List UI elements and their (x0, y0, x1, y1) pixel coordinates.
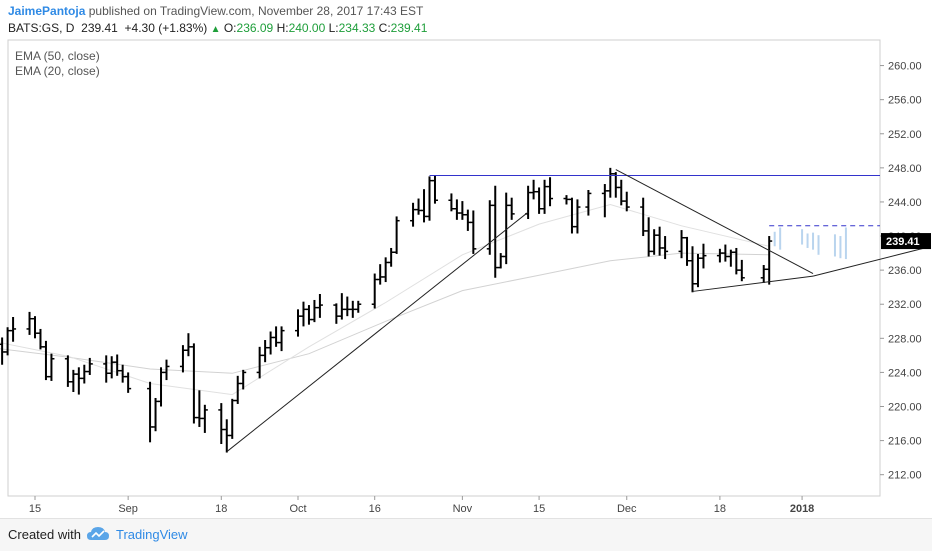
low-value: 234.33 (338, 21, 376, 35)
open-value: 236.09 (236, 21, 274, 35)
y-tick-label: 248.00 (888, 163, 922, 175)
y-tick-label: 224.00 (888, 367, 922, 379)
y-tick-label: 232.00 (888, 299, 922, 311)
y-tick-label: 216.00 (888, 436, 922, 448)
symbol-label: BATS:GS, D (8, 21, 75, 35)
tradingview-brand-link[interactable]: TradingView (116, 527, 188, 542)
tradingview-cloud-icon (87, 527, 109, 540)
author-link[interactable]: JaimePantoja (8, 4, 86, 18)
x-tick-label: Sep (118, 503, 138, 515)
plot-frame (7, 39, 881, 497)
publisher-line: JaimePantoja published on TradingView.co… (8, 4, 423, 18)
x-tick-label: 18 (215, 503, 227, 515)
price-chart[interactable]: 212.00 216.00 220.00 224.00 228.00 232.00 236.… (0, 0, 932, 518)
y-tick-label: 244.00 (888, 197, 922, 209)
y-tick-label: 220.00 (888, 402, 922, 414)
close-value: 239.41 (390, 21, 428, 35)
y-tick-label: 256.00 (888, 95, 922, 107)
x-tick-label: Dec (617, 503, 637, 515)
open-label: O: (223, 21, 237, 35)
last-price: 239.41 (81, 21, 118, 35)
x-tick-label: 18 (714, 503, 726, 515)
resistance-trendline (615, 169, 814, 274)
last-price-label: 239.41 (886, 236, 920, 248)
y-tick-label: 260.00 (888, 61, 922, 73)
low-label: L: (328, 21, 339, 35)
support-trendline (692, 275, 814, 292)
y-tick-label: 228.00 (888, 333, 922, 345)
close-label: C: (378, 21, 391, 35)
high-value: 240.00 (288, 21, 326, 35)
change-value: +4.30 (+1.83%) (124, 21, 208, 35)
y-tick-label: 236.00 (888, 265, 922, 277)
support-trendline (226, 211, 529, 453)
high-label: H: (276, 21, 289, 35)
x-tick-label: Oct (289, 503, 306, 515)
x-tick-label: 16 (369, 503, 381, 515)
x-tick-label: 15 (533, 503, 545, 515)
x-tick-label: Nov (453, 503, 473, 515)
footer-bar: Created with TradingView (0, 518, 932, 551)
created-with-label: Created with (8, 527, 81, 542)
last-price-badge (881, 233, 931, 250)
x-tick-label: 15 (29, 503, 41, 515)
y-tick-label: 252.00 (888, 129, 922, 141)
up-arrow-icon: ▲ (210, 24, 221, 35)
published-text: published on TradingView.com, November 2… (88, 4, 424, 18)
symbol-quote-line: BATS:GS, D 239.41 +4.30 (+1.83%) ▲ +4.30… (8, 21, 427, 35)
y-tick-label: 212.00 (888, 470, 922, 482)
support-trendline (812, 246, 929, 277)
legend-entry: EMA (20, close) (15, 64, 100, 78)
legend-entry: EMA (50, close) (15, 49, 100, 63)
x-tick-label: 2018 (790, 503, 814, 515)
